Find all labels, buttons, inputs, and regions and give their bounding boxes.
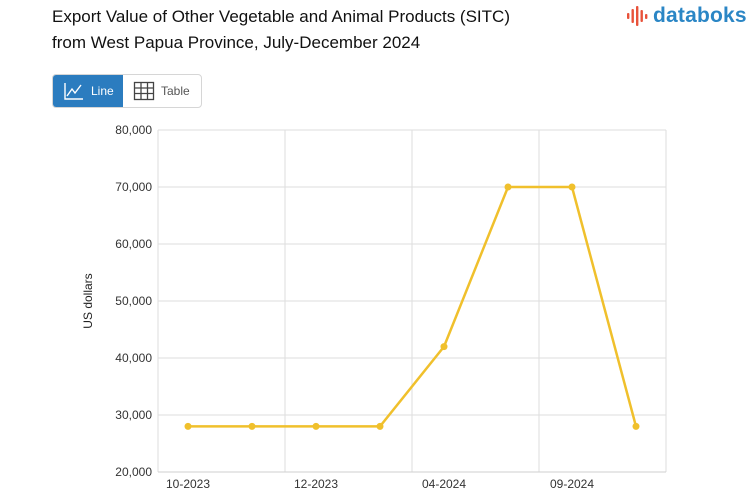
chart-title: Export Value of Other Vegetable and Anim…: [52, 4, 612, 56]
y-tick-label: 40,000: [115, 351, 152, 365]
table-view-label: Table: [161, 84, 190, 98]
y-tick-label: 50,000: [115, 294, 152, 308]
data-point[interactable]: [440, 343, 448, 351]
data-point[interactable]: [248, 422, 256, 430]
data-point[interactable]: [632, 422, 640, 430]
view-toggle: Line Table: [52, 74, 202, 108]
table-grid-icon: [133, 81, 155, 101]
series-layer: [184, 183, 640, 430]
data-point[interactable]: [184, 422, 192, 430]
chart-grid: [157, 129, 667, 473]
logo-bars-icon: [627, 6, 648, 26]
y-axis-ticks: 20,000 30,000 40,000 50,000 60,000 70,000 80,0…: [115, 123, 152, 479]
y-axis-label: US dollars: [81, 273, 95, 328]
y-tick-label: 30,000: [115, 408, 152, 422]
databoks-logo[interactable]: databoks: [626, 4, 747, 28]
data-point[interactable]: [568, 183, 576, 191]
line-view-label: Line: [91, 84, 114, 98]
data-point[interactable]: [376, 422, 384, 430]
table-view-button[interactable]: Table: [123, 75, 201, 107]
line-view-button[interactable]: Line: [53, 75, 123, 107]
logo-text: databoks: [653, 4, 747, 27]
x-tick-label: 10-2023: [166, 477, 210, 491]
y-tick-label: 60,000: [115, 237, 152, 251]
data-point[interactable]: [312, 422, 320, 430]
y-tick-label: 70,000: [115, 180, 152, 194]
title-line-1: Export Value of Other Vegetable and Anim…: [52, 7, 510, 26]
x-axis-ticks: 10-2023 12-2023 04-2024 09-2024: [166, 477, 594, 491]
data-point[interactable]: [504, 183, 512, 191]
y-tick-label: 20,000: [115, 465, 152, 479]
x-tick-label: 12-2023: [294, 477, 338, 491]
y-tick-label: 80,000: [115, 123, 152, 137]
title-line-2: from West Papua Province, July-December …: [52, 33, 421, 52]
series-line: [188, 185, 638, 428]
x-tick-label: 09-2024: [550, 477, 594, 491]
line-chart-icon: [64, 83, 83, 100]
x-tick-label: 04-2024: [422, 477, 466, 491]
